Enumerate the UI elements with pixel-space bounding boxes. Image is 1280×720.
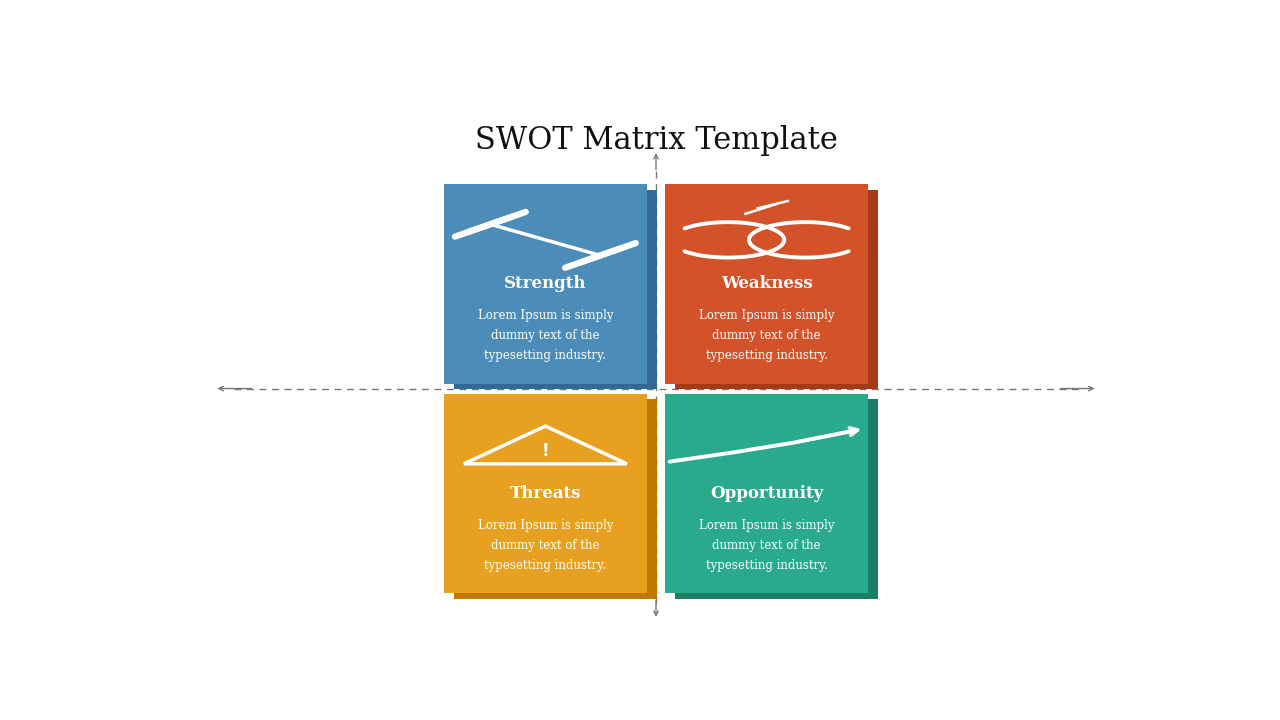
Text: Lorem Ipsum is simply
dummy text of the
typesetting industry.: Lorem Ipsum is simply dummy text of the … [477,309,613,362]
Text: Weakness: Weakness [721,275,813,292]
FancyBboxPatch shape [675,189,878,389]
FancyBboxPatch shape [444,184,648,384]
Text: Lorem Ipsum is simply
dummy text of the
typesetting industry.: Lorem Ipsum is simply dummy text of the … [699,309,835,362]
Text: Lorem Ipsum is simply
dummy text of the
typesetting industry.: Lorem Ipsum is simply dummy text of the … [699,518,835,572]
Text: Strength: Strength [504,275,586,292]
FancyBboxPatch shape [675,399,878,598]
FancyBboxPatch shape [453,399,657,598]
FancyBboxPatch shape [453,189,657,389]
Text: !: ! [541,442,549,460]
FancyBboxPatch shape [444,394,648,593]
Text: SWOT Matrix Template: SWOT Matrix Template [475,125,837,156]
Text: Lorem Ipsum is simply
dummy text of the
typesetting industry.: Lorem Ipsum is simply dummy text of the … [477,518,613,572]
Text: Opportunity: Opportunity [710,485,823,502]
Text: Threats: Threats [509,485,581,502]
FancyBboxPatch shape [664,394,868,593]
FancyBboxPatch shape [664,184,868,384]
